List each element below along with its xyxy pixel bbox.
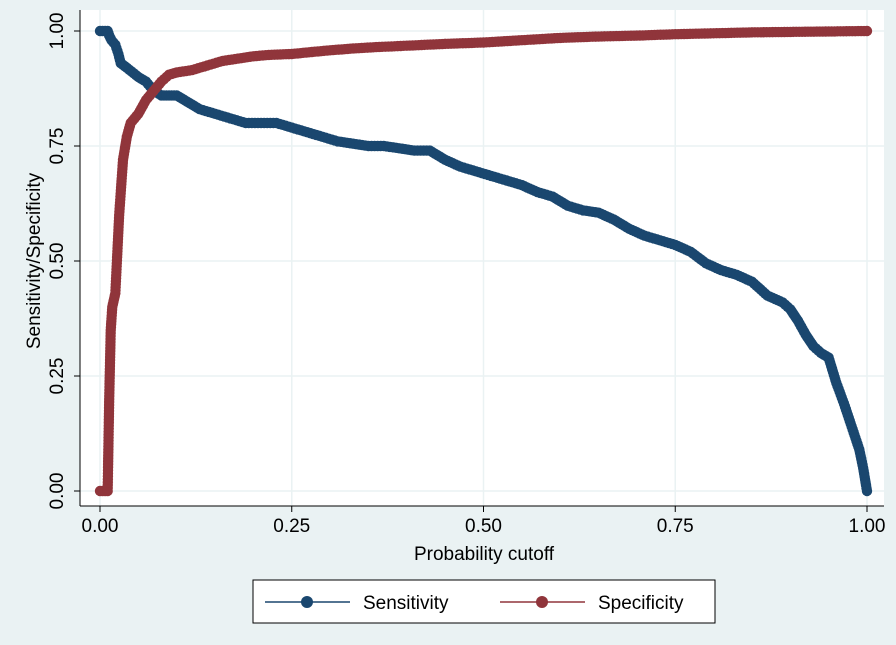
legend: Sensitivity Specificity — [252, 579, 716, 624]
y-tick-label: 1.00 — [47, 13, 68, 50]
x-tick-label: 0.75 — [657, 516, 694, 537]
legend-item-sensitivity: Sensitivity — [265, 593, 449, 614]
y-tick-label: 0.50 — [47, 243, 68, 280]
sensitivity-series — [94, 25, 873, 497]
gridlines — [80, 10, 884, 506]
x-tick-label: 1.00 — [849, 516, 886, 537]
x-tick-label: 0.00 — [82, 516, 119, 537]
y-tick-label: 0.25 — [47, 358, 68, 395]
y-axis-title: Sensitivity/Specificity — [24, 172, 45, 349]
legend-item-specificity: Specificity — [500, 593, 684, 614]
legend-marker-specificity — [536, 596, 548, 608]
legend-marker-sensitivity — [301, 596, 313, 608]
x-tick-label: 0.50 — [465, 516, 502, 537]
specificity-series — [94, 25, 873, 497]
x-axis-title: Probability cutoff — [414, 544, 555, 565]
legend-label-specificity: Specificity — [598, 593, 684, 614]
series-layer — [94, 25, 873, 497]
sensitivity-marker — [861, 485, 873, 497]
legend-label-sensitivity: Sensitivity — [363, 593, 449, 614]
specificity-marker — [861, 25, 873, 37]
x-tick-label: 0.25 — [273, 516, 310, 537]
y-tick-label: 0.00 — [47, 473, 68, 510]
plot-area — [80, 10, 884, 506]
axes: 0.00 0.25 0.50 0.75 1.00 0.00 0.25 0.50 0.75 1.00 — [47, 10, 885, 537]
y-tick-label: 0.75 — [47, 128, 68, 165]
